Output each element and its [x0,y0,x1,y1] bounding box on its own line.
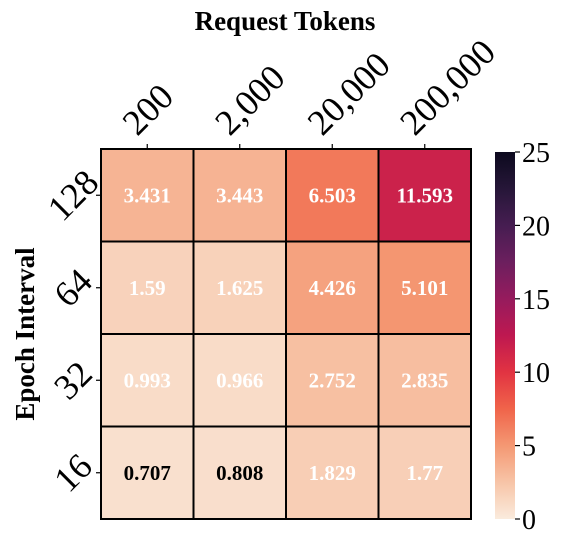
x-tick-label: 200 [115,76,181,142]
heatmap-cell [192,333,287,428]
cell-value-label: 0.966 [216,368,263,392]
x-tick-label: 20,000 [300,44,398,142]
heatmap-cell [100,148,195,243]
heatmap-cell [377,425,472,520]
cell-value-label: 4.426 [309,276,356,300]
colorbar-tick-label: 25 [522,138,550,169]
cell-value-label: 5.101 [401,276,448,300]
x-tick-label: 200,000 [392,32,503,143]
colorbar: 0 5 10 15 20 25 [495,138,550,536]
heatmap-cell [100,425,195,520]
heatmap-cells [100,148,472,520]
cell-value-label: 0.707 [124,461,171,485]
y-tick-label: 32 [46,353,100,407]
cell-value-label: 1.625 [216,276,263,300]
cell-value-label: 0.993 [124,368,171,392]
colorbar-tick-label: 0 [522,505,536,536]
heatmap-cell-labels: 3.431 3.443 6.503 11.593 1.59 1.625 4.426 5.101… [124,183,453,485]
colorbar-tick-label: 5 [522,432,536,463]
cell-value-label: 11.593 [396,183,453,207]
cell-value-label: 1.77 [406,461,443,485]
cell-value-label: 2.752 [309,368,356,392]
y-tick-label: 128 [40,162,106,228]
cell-value-label: 1.829 [309,461,356,485]
y-tick-label: 64 [46,261,100,315]
cell-value-label: 2.835 [401,368,448,392]
colorbar-tick-label: 10 [522,358,550,389]
heatmap-cell [192,148,287,243]
x-tick-label: 2,000 [207,57,293,143]
y-tick-label: 16 [46,446,100,500]
colorbar-gradient [495,152,515,519]
y-tick-labels: 128 64 32 16 [40,162,106,500]
heatmap-cell [377,240,472,335]
heatmap-cell [192,425,287,520]
colorbar-tick-label: 15 [522,285,550,316]
cell-value-label: 3.443 [216,183,263,207]
heatmap-cell [377,333,472,428]
cell-value-label: 6.503 [309,183,356,207]
cell-value-label: 0.808 [216,461,263,485]
y-axis-label: Epoch Interval [10,247,40,421]
heatmap-cell [192,240,287,335]
cell-value-label: 3.431 [124,183,171,207]
heatmap-cell [377,148,472,243]
chart-title: Request Tokens [195,6,376,36]
colorbar-tick-label: 20 [522,211,550,242]
cell-value-label: 1.59 [129,276,166,300]
